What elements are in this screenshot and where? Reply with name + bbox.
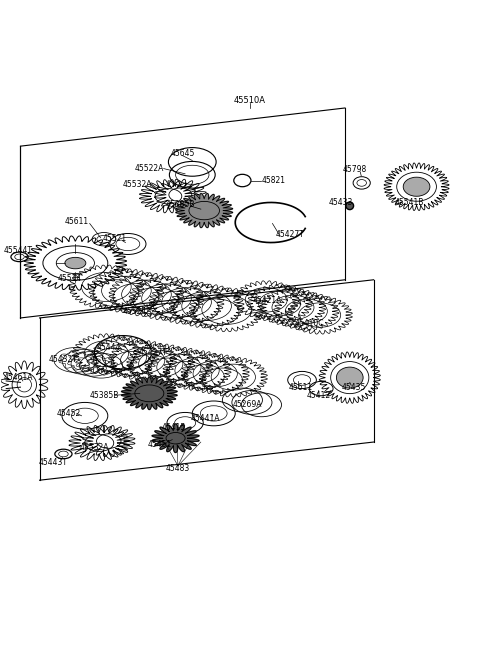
Text: 45421A: 45421A: [253, 296, 282, 305]
Text: 45521: 45521: [103, 234, 127, 243]
Text: 45412: 45412: [307, 391, 331, 400]
Text: 45611: 45611: [65, 217, 89, 226]
Text: 45435: 45435: [341, 383, 366, 392]
Text: 45541B: 45541B: [395, 198, 424, 207]
Text: 45385B: 45385B: [89, 391, 119, 400]
Text: 45532A: 45532A: [80, 443, 109, 452]
Text: 45510A: 45510A: [234, 96, 265, 105]
Text: 45522A: 45522A: [135, 164, 164, 173]
Text: 45385B: 45385B: [166, 200, 195, 210]
Text: 45443T: 45443T: [38, 458, 67, 466]
Text: 45645: 45645: [170, 149, 195, 158]
Text: 45452: 45452: [57, 409, 81, 418]
Ellipse shape: [65, 257, 86, 269]
Text: 45269A: 45269A: [232, 400, 262, 409]
Text: 45444: 45444: [96, 343, 121, 352]
Text: 45410C: 45410C: [294, 319, 324, 328]
Text: 45441A: 45441A: [191, 414, 220, 422]
Ellipse shape: [403, 177, 430, 196]
Text: 45427T: 45427T: [276, 230, 304, 239]
Text: 45461A: 45461A: [4, 373, 33, 382]
Text: 45821: 45821: [262, 176, 286, 185]
Ellipse shape: [346, 202, 354, 210]
Polygon shape: [152, 424, 199, 453]
Text: 45798: 45798: [342, 164, 367, 174]
Polygon shape: [121, 377, 177, 409]
Polygon shape: [176, 193, 233, 228]
Text: 45532A: 45532A: [123, 180, 152, 189]
Ellipse shape: [336, 367, 363, 388]
Text: 45514: 45514: [58, 274, 82, 284]
Text: 45611: 45611: [289, 383, 313, 392]
Text: 45524A: 45524A: [123, 307, 152, 316]
Text: 45427T: 45427T: [139, 348, 168, 357]
Text: 45415: 45415: [162, 423, 186, 432]
Text: 45483: 45483: [166, 464, 190, 473]
Text: 45451: 45451: [148, 440, 172, 449]
Text: 45433: 45433: [329, 198, 353, 207]
Text: 45544T: 45544T: [4, 246, 33, 255]
Text: 45432T: 45432T: [49, 355, 78, 364]
